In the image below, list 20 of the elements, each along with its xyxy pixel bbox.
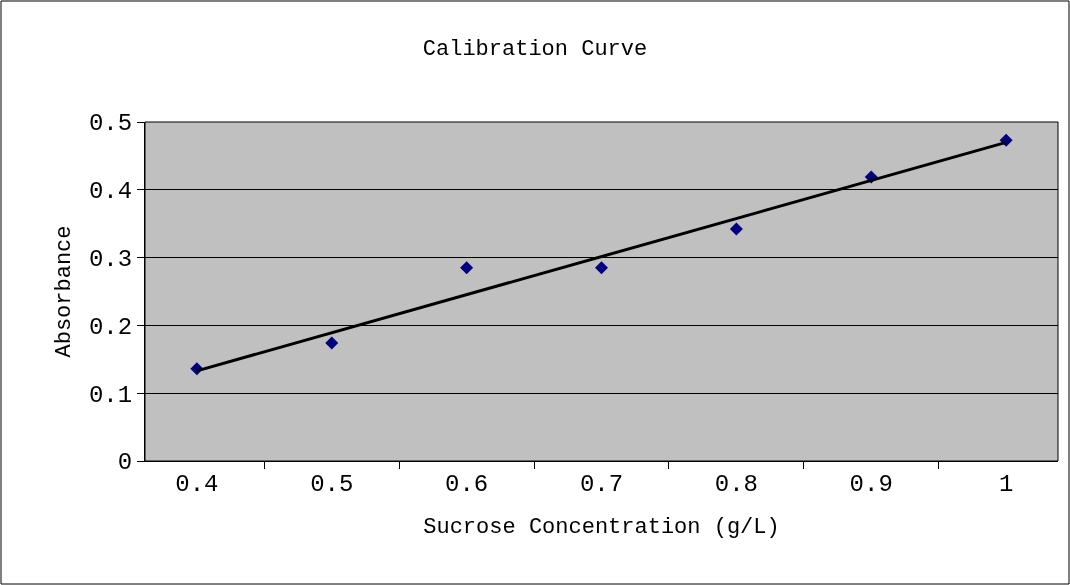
y-tick-label: 0.2	[88, 313, 133, 341]
x-axis-title: Sucrose Concentration (g/L)	[423, 514, 780, 540]
y-tick-label: 0.1	[88, 381, 133, 409]
point	[729, 222, 743, 236]
point	[325, 336, 339, 350]
x-tick-label: 0.6	[445, 470, 489, 498]
y-tick-label: 0.3	[88, 246, 133, 273]
y-axis-title: Absorbance	[51, 225, 77, 358]
x-tick-label: 0.7	[579, 470, 624, 498]
point	[595, 261, 608, 275]
x-tick-label: 1	[998, 470, 1014, 498]
y-tick-label: 0.4	[88, 178, 133, 206]
y-tick-label: 0.5	[88, 110, 133, 138]
x-tick-label: 0.8	[714, 470, 758, 498]
point	[460, 261, 474, 275]
x-tick-label: 0.9	[849, 470, 893, 498]
x-tick-label: 0.5	[310, 470, 354, 498]
y-tick-label: 0	[117, 449, 133, 477]
x-tick-label: 0.4	[175, 470, 219, 498]
chart-title: Calibration Curve	[422, 36, 648, 62]
